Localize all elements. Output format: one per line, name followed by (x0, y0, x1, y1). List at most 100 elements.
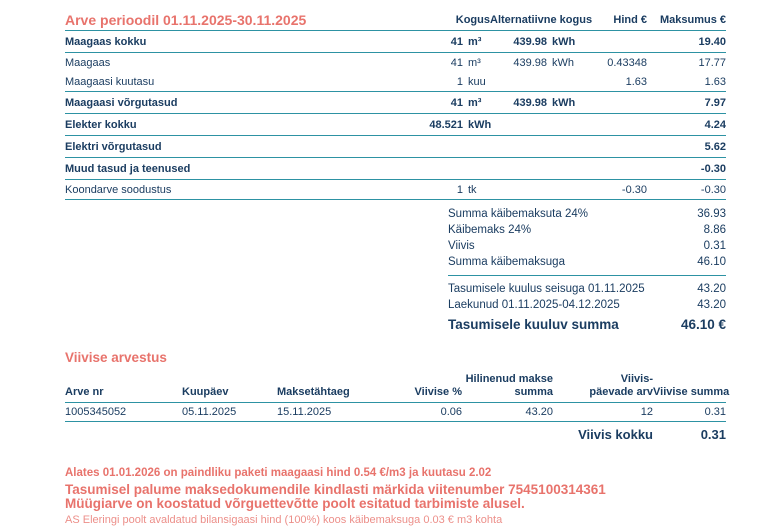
late-fee-total-row: Viivis kokku 0.31 (65, 422, 726, 443)
summary-row-total: Tasumisele kuuluv summa 46.10 € (448, 314, 726, 334)
cell-viivise-pct: 0.06 (440, 406, 462, 418)
summary-label: Laekunud 01.11.2025-04.12.2025 (448, 299, 620, 311)
cell-kogus-value: 41 (450, 35, 463, 48)
summary-value: 36.93 (697, 208, 726, 220)
cell-hind: 0.43348 (607, 56, 647, 69)
cell-alt-value: 439.98 (513, 56, 547, 69)
cell-alt-unit: kWh (552, 35, 576, 48)
cell-hind: -0.30 (621, 183, 647, 196)
summary-label: Käibemaks 24% (448, 224, 532, 236)
summary-label: Summa käibemaksuga (448, 256, 565, 268)
table-row-elektri-vorgutasud: Elektri võrgutasud 5.62 (65, 136, 726, 158)
cell-kogus-unit: m³ (468, 96, 482, 109)
cell-kuupaev: 05.11.2025 (182, 406, 237, 418)
summary-total-value: 46.10 € (680, 316, 726, 332)
note-clipped-line: AS Eleringi poolt avaldatud bilansigaasi… (65, 514, 503, 526)
summary-row-kaibemaks: Käibemaks 24% 8.86 (448, 222, 726, 238)
late-fee-section-title: Viivise arvestus (65, 350, 167, 365)
table-row-maagaasi-vorgutasud: Maagaasi võrgutasud 41 m³ 439.98 kWh 7.9… (65, 92, 726, 114)
cell-kogus-unit: m³ (468, 35, 482, 48)
cell-alt-unit: kWh (552, 96, 576, 109)
summary-value: 43.20 (697, 282, 726, 295)
row-label: Elektri võrgutasud (65, 140, 162, 153)
summary-row-viivis: Viivis 0.31 (448, 238, 726, 254)
column-header-kogus: Kogus (455, 14, 490, 26)
cell-kogus-unit: tk (468, 183, 477, 196)
footer-notes: Alates 01.01.2026 on paindliku paketi ma… (65, 466, 726, 527)
row-label: Maagaas (65, 56, 111, 69)
row-label: Maagaas kokku (65, 35, 147, 48)
header-line: Viivis- (620, 373, 653, 385)
note-network-operator: Müügiarve on koostatud võrguettevõtte po… (65, 496, 525, 511)
header-viivise-summa: Viivise summa (653, 386, 730, 398)
cell-paevade-arv: 12 (640, 406, 653, 418)
cell-alt-value: 439.98 (513, 96, 547, 109)
late-fee-total-value: 0.31 (700, 427, 726, 442)
summary-row-laekunud: Laekunud 01.11.2025-04.12.2025 43.20 (448, 297, 726, 313)
note-reference-number: Tasumisel palume maksedokumendile kindla… (65, 482, 606, 497)
note-price-change: Alates 01.01.2026 on paindliku paketi ma… (65, 467, 492, 479)
late-fee-data-row: 1005345052 05.11.2025 15.11.2025 0.06 43… (65, 403, 726, 422)
summary-value: 46.10 (697, 256, 726, 268)
cell-kogus-value: 48.521 (429, 118, 463, 131)
cell-maksumus: -0.30 (700, 183, 726, 196)
cell-kogus-value: 1 (456, 183, 463, 196)
column-header-alternatiivne: Alternatiivne kogus (490, 14, 593, 26)
header-line: summa (514, 386, 553, 398)
row-label: Muud tasud ja teenused (65, 162, 191, 175)
cell-maksumus: 4.24 (704, 118, 726, 131)
table-row-maagaas-kokku: Maagaas kokku 41 m³ 439.98 kWh 19.40 (65, 31, 726, 53)
column-header-hind: Hind € (613, 14, 647, 26)
summary-value: 43.20 (697, 299, 726, 311)
cell-kogus-unit: kuu (468, 75, 486, 88)
summary-row-kuulus-seisuga: Tasumisele kuulus seisuga 01.11.2025 43.… (448, 275, 726, 297)
summary-value: 0.31 (703, 240, 726, 252)
table-row-maagaas: Maagaas 41 m³ 439.98 kWh 0.43348 17.77 (65, 53, 726, 72)
header-arve-nr: Arve nr (65, 386, 104, 398)
invoice-summary: Summa käibemaksuta 24% 36.93 Käibemaks 2… (448, 200, 726, 334)
header-viivise-pct: Viivise % (414, 386, 463, 398)
cell-viivise-summa: 0.31 (704, 406, 726, 418)
cell-alt-value: 439.98 (513, 35, 547, 48)
column-header-maksumus: Maksumus € (659, 14, 726, 26)
cell-maksumus: 17.77 (698, 56, 726, 69)
invoice-header-row: Arve perioodil 01.11.2025-30.11.2025 Kog… (65, 10, 726, 31)
summary-total-label: Tasumisele kuuluv summa (448, 316, 619, 332)
summary-label: Tasumisele kuulus seisuga 01.11.2025 (448, 282, 645, 295)
cell-arve-nr: 1005345052 (65, 406, 127, 418)
table-row-muud-tasud: Muud tasud ja teenused -0.30 (65, 158, 726, 180)
header-line: Hilinenud makse (465, 373, 553, 385)
cell-kogus-value: 41 (450, 96, 463, 109)
summary-row-kaibemaksuga: Summa käibemaksuga 46.10 (448, 254, 726, 270)
summary-value: 8.86 (703, 224, 726, 236)
summary-row-kaibemaksuta: Summa käibemaksuta 24% 36.93 (448, 206, 726, 222)
row-label: Maagaasi kuutasu (65, 75, 155, 88)
row-label: Elekter kokku (65, 118, 137, 131)
cell-hilinenud-summa: 43.20 (525, 406, 553, 418)
cell-maksumus: -0.30 (700, 162, 726, 175)
table-row-maagaasi-kuutasu: Maagaasi kuutasu 1 kuu 1.63 1.63 (65, 72, 726, 92)
late-fee-total-label: Viivis kokku (578, 427, 653, 442)
cell-maksumus: 1.63 (704, 75, 726, 88)
header-kuupaev: Kuupäev (182, 386, 229, 398)
cell-maksumus: 7.97 (704, 96, 726, 109)
header-maksetahtaeg: Maksetähtaeg (277, 386, 350, 398)
row-label: Koondarve soodustus (65, 183, 172, 196)
cell-alt-unit: kWh (552, 56, 574, 69)
cell-kogus-value: 1 (456, 75, 463, 88)
header-line: päevade arv (589, 386, 653, 398)
header-hilinenud-makse-summa: Hilinenud makse summa (462, 373, 553, 399)
late-fee-header-row: Arve nr Kuupäev Maksetähtaeg Viivise % H… (65, 373, 730, 403)
summary-label: Summa käibemaksuta 24% (448, 208, 588, 220)
header-viivispaevade-arv: Viivis- päevade arv (553, 373, 653, 399)
row-label: Maagaasi võrgutasud (65, 96, 178, 109)
cell-kogus-value: 41 (450, 56, 463, 69)
cell-kogus-unit: kWh (468, 118, 492, 131)
cell-hind: 1.63 (625, 75, 647, 88)
summary-label: Viivis (448, 240, 475, 252)
page-title: Arve perioodil 01.11.2025-30.11.2025 (65, 12, 307, 28)
table-row-koondarve-soodustus: Koondarve soodustus 1 tk -0.30 -0.30 (65, 180, 726, 200)
table-row-elekter-kokku: Elekter kokku 48.521 kWh 4.24 (65, 114, 726, 136)
cell-maksumus: 19.40 (698, 35, 726, 48)
cell-kogus-unit: m³ (468, 56, 481, 69)
